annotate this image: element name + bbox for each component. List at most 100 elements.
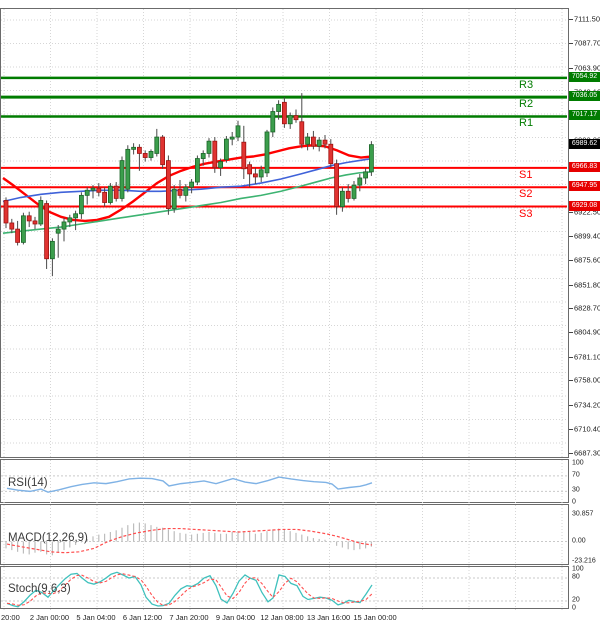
stoch-axis-label: 80 xyxy=(572,573,580,581)
level-label-r1: R1 xyxy=(519,117,534,130)
price-chart-panel[interactable] xyxy=(0,8,569,459)
price-tick-label: 6922.50 xyxy=(574,207,600,217)
stoch-k-line xyxy=(6,571,373,608)
price-tick-label: 6710.40 xyxy=(574,424,600,434)
candle-bullish xyxy=(61,221,67,230)
price-tick-dash xyxy=(569,212,573,213)
stoch-panel[interactable] xyxy=(0,566,569,610)
candle-bullish xyxy=(125,148,131,190)
candle-bullish xyxy=(79,194,84,215)
price-tick-label: 7111.50 xyxy=(574,14,600,24)
ma-red xyxy=(2,144,373,223)
candle-bearish xyxy=(212,140,218,169)
candle-bullish xyxy=(235,125,241,138)
time-label: 2 Jan 00:00 xyxy=(29,613,70,622)
price-tick-dash xyxy=(569,43,573,44)
candle-bearish xyxy=(113,185,119,199)
candle-bearish xyxy=(334,163,340,208)
candle-bearish xyxy=(96,187,102,193)
candle-bullish xyxy=(339,190,345,208)
time-label: 9 Jan 04:00 xyxy=(215,613,256,622)
stoch-axis-label: 0 xyxy=(572,604,576,612)
candle-bearish xyxy=(322,139,328,145)
price-tick-label: 6804.90 xyxy=(574,327,600,337)
time-label: 13 Jan 16:00 xyxy=(306,613,351,622)
stoch-d-line xyxy=(6,573,373,606)
rsi-indicator-label: RSI(14) xyxy=(8,477,48,489)
candle-bullish xyxy=(108,185,113,203)
candle-bearish xyxy=(241,141,247,170)
rsi-canvas xyxy=(1,460,567,504)
price-tick-label: 6875.60 xyxy=(574,255,600,265)
candle-bullish xyxy=(55,228,61,234)
time-label: 6 Jan 12:00 xyxy=(122,613,163,622)
price-level-box: 6989.62 xyxy=(569,138,600,149)
stoch-canvas xyxy=(1,567,567,610)
candle-bullish xyxy=(223,138,229,160)
candle-bearish xyxy=(165,160,171,210)
candle-bullish xyxy=(351,184,357,199)
candle-bearish xyxy=(281,101,287,125)
candle-bullish xyxy=(20,215,26,243)
candle-bearish xyxy=(102,191,107,203)
time-label: 15 Jan 00:00 xyxy=(353,613,397,622)
rsi-panel[interactable] xyxy=(0,459,569,504)
candle-bearish xyxy=(3,200,9,224)
candle-bullish xyxy=(276,103,282,112)
level-label-s3: S3 xyxy=(519,207,533,220)
candle-bearish xyxy=(177,188,183,196)
candle-bearish xyxy=(293,115,299,121)
candle-bullish xyxy=(90,187,96,191)
candle-bullish xyxy=(148,150,154,158)
candle-bullish xyxy=(84,189,90,196)
candle-bearish xyxy=(310,136,316,147)
time-label: 12 Jan 08:00 xyxy=(260,613,304,622)
level-label-r2: R2 xyxy=(519,98,534,111)
candle-bullish xyxy=(305,136,311,145)
price-level-box: 6929.08 xyxy=(569,200,600,211)
rsi-axis-label: 100 xyxy=(572,459,584,467)
candle-bearish xyxy=(136,146,142,154)
macd-signal-line xyxy=(6,527,373,554)
price-tick-dash xyxy=(569,380,573,381)
price-level-box: 7054.92 xyxy=(569,71,600,82)
candle-bullish xyxy=(206,140,212,154)
stoch-axis-label: 20 xyxy=(572,596,580,604)
candle-bullish xyxy=(119,160,125,199)
price-tick-dash xyxy=(569,308,573,309)
candle-bullish xyxy=(258,169,264,178)
candle-bullish xyxy=(200,153,206,159)
candle-bearish xyxy=(328,143,334,165)
candle-bearish xyxy=(26,215,32,222)
rsi-line xyxy=(6,476,373,493)
level-label-s1: S1 xyxy=(519,168,533,181)
candle-bullish xyxy=(183,186,189,196)
price-tick-dash xyxy=(569,357,573,358)
time-label: 20:00 xyxy=(1,613,20,622)
price-tick-dash xyxy=(569,453,573,454)
candle-bullish xyxy=(368,144,374,173)
rsi-axis-label: 0 xyxy=(572,498,576,506)
candle-bearish xyxy=(299,121,305,145)
price-tick-dash xyxy=(569,429,573,430)
price-tick-label: 6758.00 xyxy=(574,375,600,385)
candle-bullish xyxy=(287,115,293,125)
candle-bullish xyxy=(154,136,160,154)
candle-bullish xyxy=(194,158,200,183)
macd-indicator-label: MACD(12,26,9) xyxy=(8,532,88,544)
macd-panel[interactable] xyxy=(0,504,569,566)
candle-bearish xyxy=(9,222,15,230)
macd-axis-label: -23.216 xyxy=(572,557,596,564)
price-tick-label: 7087.70 xyxy=(574,38,600,48)
stoch-indicator-label: Stoch(9,6,3) xyxy=(8,583,71,595)
candle-bullish xyxy=(270,111,276,133)
price-tick-label: 6687.30 xyxy=(574,448,600,458)
price-tick-dash xyxy=(569,260,573,261)
price-tick-label: 6899.40 xyxy=(574,231,600,241)
price-level-box: 7036.05 xyxy=(569,91,600,102)
price-tick-dash xyxy=(569,236,573,237)
candle-bearish xyxy=(32,220,38,225)
candle-bullish xyxy=(189,181,195,188)
candle-bullish xyxy=(264,131,270,174)
